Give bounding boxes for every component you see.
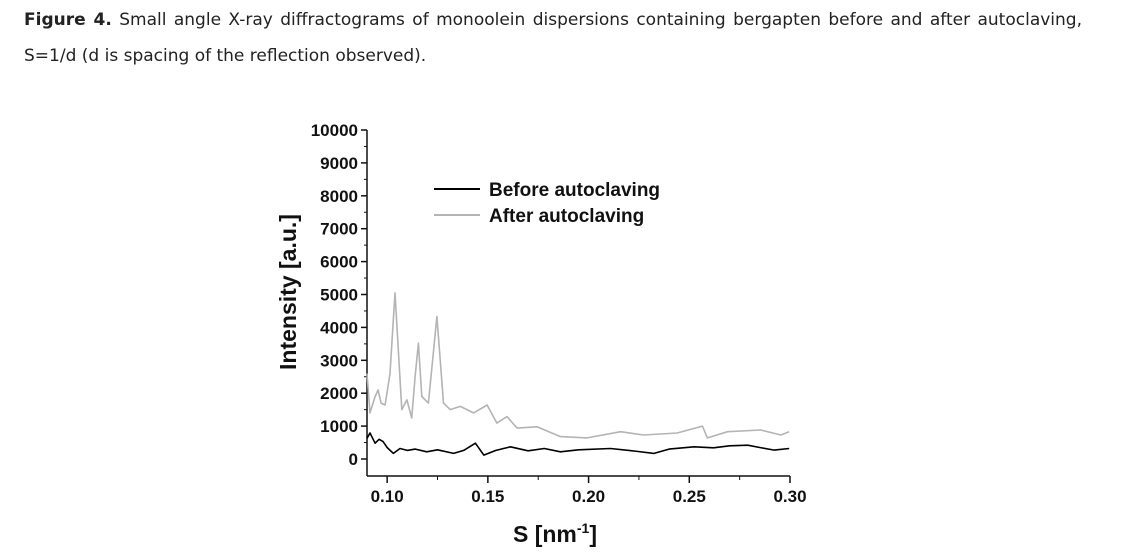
figure-caption: Figure 4. Small angle X-ray diffractogra… [24, 2, 1082, 74]
y-tick-label: 5000 [320, 286, 358, 305]
series-line-before-autoclaving [366, 432, 790, 456]
y-tick-label: 6000 [320, 253, 358, 272]
y-tick-label: 0 [349, 450, 358, 469]
y-tick-label: 9000 [320, 154, 358, 173]
figure-label: Figure 4. [24, 10, 112, 30]
y-tick-label: 10000 [311, 121, 358, 140]
legend-label: After autoclaving [489, 206, 644, 227]
y-axis-label: Intensity [a.u.] [275, 214, 301, 370]
legend-label: Before autoclaving [489, 180, 660, 201]
x-tick-label: 0.25 [673, 487, 706, 506]
x-tick-label: 0.10 [371, 487, 404, 506]
y-tick-label: 4000 [320, 318, 358, 337]
y-tick-label: 8000 [320, 187, 358, 206]
y-tick-label: 7000 [320, 220, 358, 239]
x-tick-label: 0.30 [773, 487, 806, 506]
caption-text: Small angle X-ray diffractograms of mono… [24, 10, 1082, 66]
y-tick-label: 1000 [320, 417, 358, 436]
y-tick-label: 2000 [320, 384, 358, 403]
x-tick-label: 0.15 [471, 487, 504, 506]
y-tick-label: 3000 [320, 351, 358, 370]
x-tick-label: 0.20 [572, 487, 605, 506]
series-line-after-autoclaving [366, 292, 790, 439]
x-axis-label: S [nm-1] [513, 520, 597, 547]
